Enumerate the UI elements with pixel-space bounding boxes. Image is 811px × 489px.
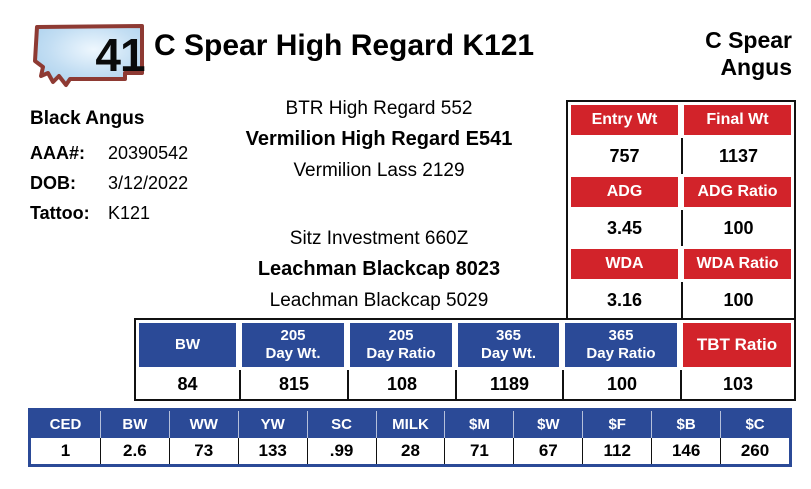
dam-of-dam: Leachman Blackcap 5029 [269,290,489,311]
tattoo-label: Tattoo: [30,203,90,223]
aaa-value: 20390542 [108,143,189,163]
dob-label: DOB: [30,173,76,193]
epd-value: 67 [513,438,582,464]
adg-ratio-header: ADG Ratio [684,177,791,207]
epd-value: 112 [582,438,651,464]
page-title: C Spear High Regard K121 [154,29,535,62]
epd-value: 133 [237,438,307,464]
aaa-label: AAA#: [30,143,86,163]
epd-header: WW [168,411,238,438]
epd-value: 28 [375,438,445,464]
wda-header: WDA [571,249,678,279]
montana-outline [33,24,144,87]
tbt-ratio-value: 103 [680,370,794,399]
dob-value: 3/12/2022 [108,173,189,193]
epd-header: $F [582,411,651,438]
bw-value: 84 [177,374,198,394]
consignor-line2: Angus [720,54,792,80]
day205-ratio-header: 205 Day Ratio [350,323,452,367]
sire-pedigree: BTR High Regard 552 Vermilion High Regar… [214,93,544,186]
wda-ratio-value: 100 [681,282,794,318]
growth-table: BW 205 Day Wt. 205 Day Ratio 365 Day Wt.… [134,318,796,401]
registration-row: AAA#: 20390542 [30,138,188,168]
table-row: ADG ADG Ratio [568,174,794,210]
epd-header: YW [237,411,307,438]
epd-value: 260 [720,438,789,464]
epd-value: 1 [60,441,71,460]
consignor-line1: C Spear [705,27,792,53]
epd-header: $B [651,411,720,438]
wda-ratio-header: WDA Ratio [684,249,791,279]
sire-of-sire: BTR High Regard 552 [285,98,473,119]
animal-info: Black Angus AAA#: 20390542 DOB: 3/12/202… [30,104,188,228]
epd-table: CED BW WW YW SC MILK $M $W $F $B $C 1 2.… [28,408,792,467]
epd-header: BW [99,411,169,438]
tbt-ratio-header: TBT Ratio [683,323,791,367]
epd-header: $M [444,411,513,438]
adg-ratio-value: 100 [681,210,794,246]
epd-header: CED [49,416,82,433]
bw-header: BW [139,323,236,367]
table-row: WDA WDA Ratio [568,246,794,282]
entry-wt-header: Entry Wt [571,105,678,135]
epd-header: $W [513,411,582,438]
adg-value: 3.45 [606,217,643,238]
montana-state-icon: 41 [28,23,149,90]
day205-ratio-value: 108 [347,370,455,399]
day365-wt-header: 365 Day Wt. [458,323,559,367]
day205-wt-header: 205 Day Wt. [242,323,344,367]
epd-header: $C [720,411,789,438]
entry-wt-value: 757 [609,145,640,166]
sire-of-dam: Sitz Investment 660Z [289,228,469,249]
day365-wt-value: 1189 [455,370,562,399]
epd-value: 73 [168,438,238,464]
day365-ratio-header: 365 Day Ratio [565,323,677,367]
performance-table: Entry Wt Final Wt 757 1137 ADG ADG Ratio… [566,100,796,320]
table-row: Entry Wt Final Wt [568,102,794,138]
lot-number: 41 [95,29,145,82]
dob-row: DOB: 3/12/2022 [30,168,188,198]
sire-name: Vermilion High Regard E541 [245,128,513,150]
dam-pedigree: Sitz Investment 660Z Leachman Blackcap 8… [214,223,544,316]
epd-value: 71 [444,438,513,464]
consignor-name: C Spear Angus [705,27,792,81]
epd-header: MILK [375,411,445,438]
breed-label: Black Angus [30,108,145,129]
epd-value: 146 [651,438,720,464]
epd-header-row: CED BW WW YW SC MILK $M $W $F $B $C [31,411,789,438]
epd-value: .99 [306,438,376,464]
tattoo-value: K121 [108,203,151,223]
epd-value-row: 1 2.6 73 133 .99 28 71 67 112 146 260 [31,438,789,464]
table-row: 3.16 100 [568,282,794,318]
epd-value: 2.6 [99,438,169,464]
table-row: 757 1137 [568,138,794,174]
dam-of-sire: Vermilion Lass 2129 [293,160,465,181]
day205-wt-value: 815 [239,370,347,399]
tattoo-row: Tattoo: K121 [30,198,188,228]
final-wt-header: Final Wt [684,105,791,135]
day365-ratio-value: 100 [562,370,680,399]
epd-header: SC [306,411,376,438]
growth-value-row: 84 815 108 1189 100 103 [136,370,794,399]
growth-header-row: BW 205 Day Wt. 205 Day Ratio 365 Day Wt.… [136,320,794,370]
table-row: 3.45 100 [568,210,794,246]
wda-value: 3.16 [606,289,643,310]
final-wt-value: 1137 [681,138,794,174]
dam-name: Leachman Blackcap 8023 [257,258,501,280]
adg-header: ADG [571,177,678,207]
